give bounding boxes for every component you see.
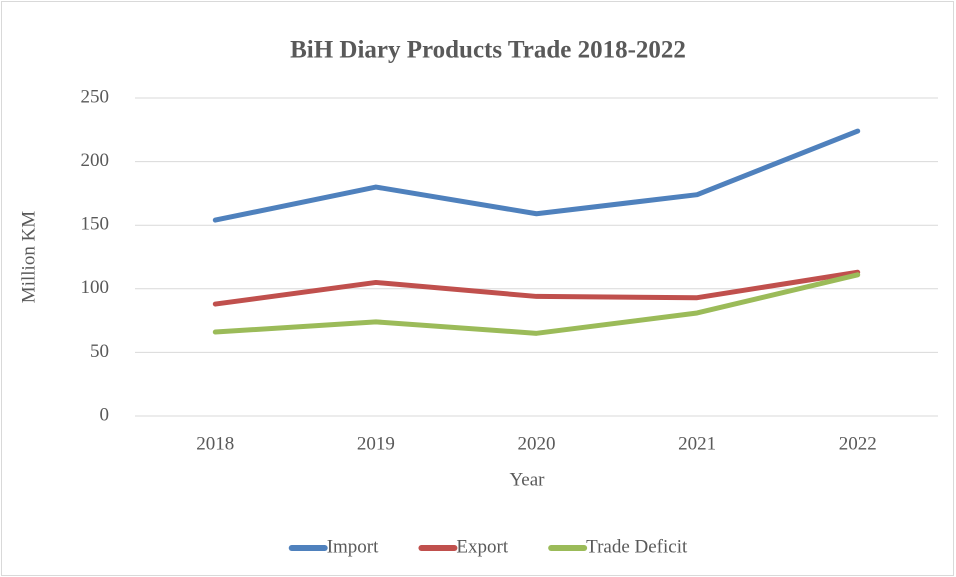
y-tick-label: 250 [81,86,110,107]
x-axis-label: Year [509,469,545,490]
legend-label: Export [456,536,508,557]
y-tick-label: 100 [81,277,110,298]
y-axis-label: Million KM [18,211,39,303]
x-tick-label: 2020 [518,433,556,454]
x-tick-label: 2019 [357,433,395,454]
legend-label: Import [327,536,379,557]
line-series [212,272,861,336]
legend-label: Trade Deficit [586,536,688,557]
y-tick-label: 50 [90,341,109,362]
y-tick-label: 0 [100,404,110,425]
chart-title: BiH Diary Products Trade 2018-2022 [290,37,686,64]
x-tick-label: 2018 [196,433,234,454]
x-tick-label: 2021 [678,433,716,454]
y-tick-label: 150 [81,214,110,235]
y-tick-label: 200 [81,150,110,171]
line-series [212,128,861,223]
x-tick-label: 2022 [839,433,877,454]
line-series [212,269,861,307]
